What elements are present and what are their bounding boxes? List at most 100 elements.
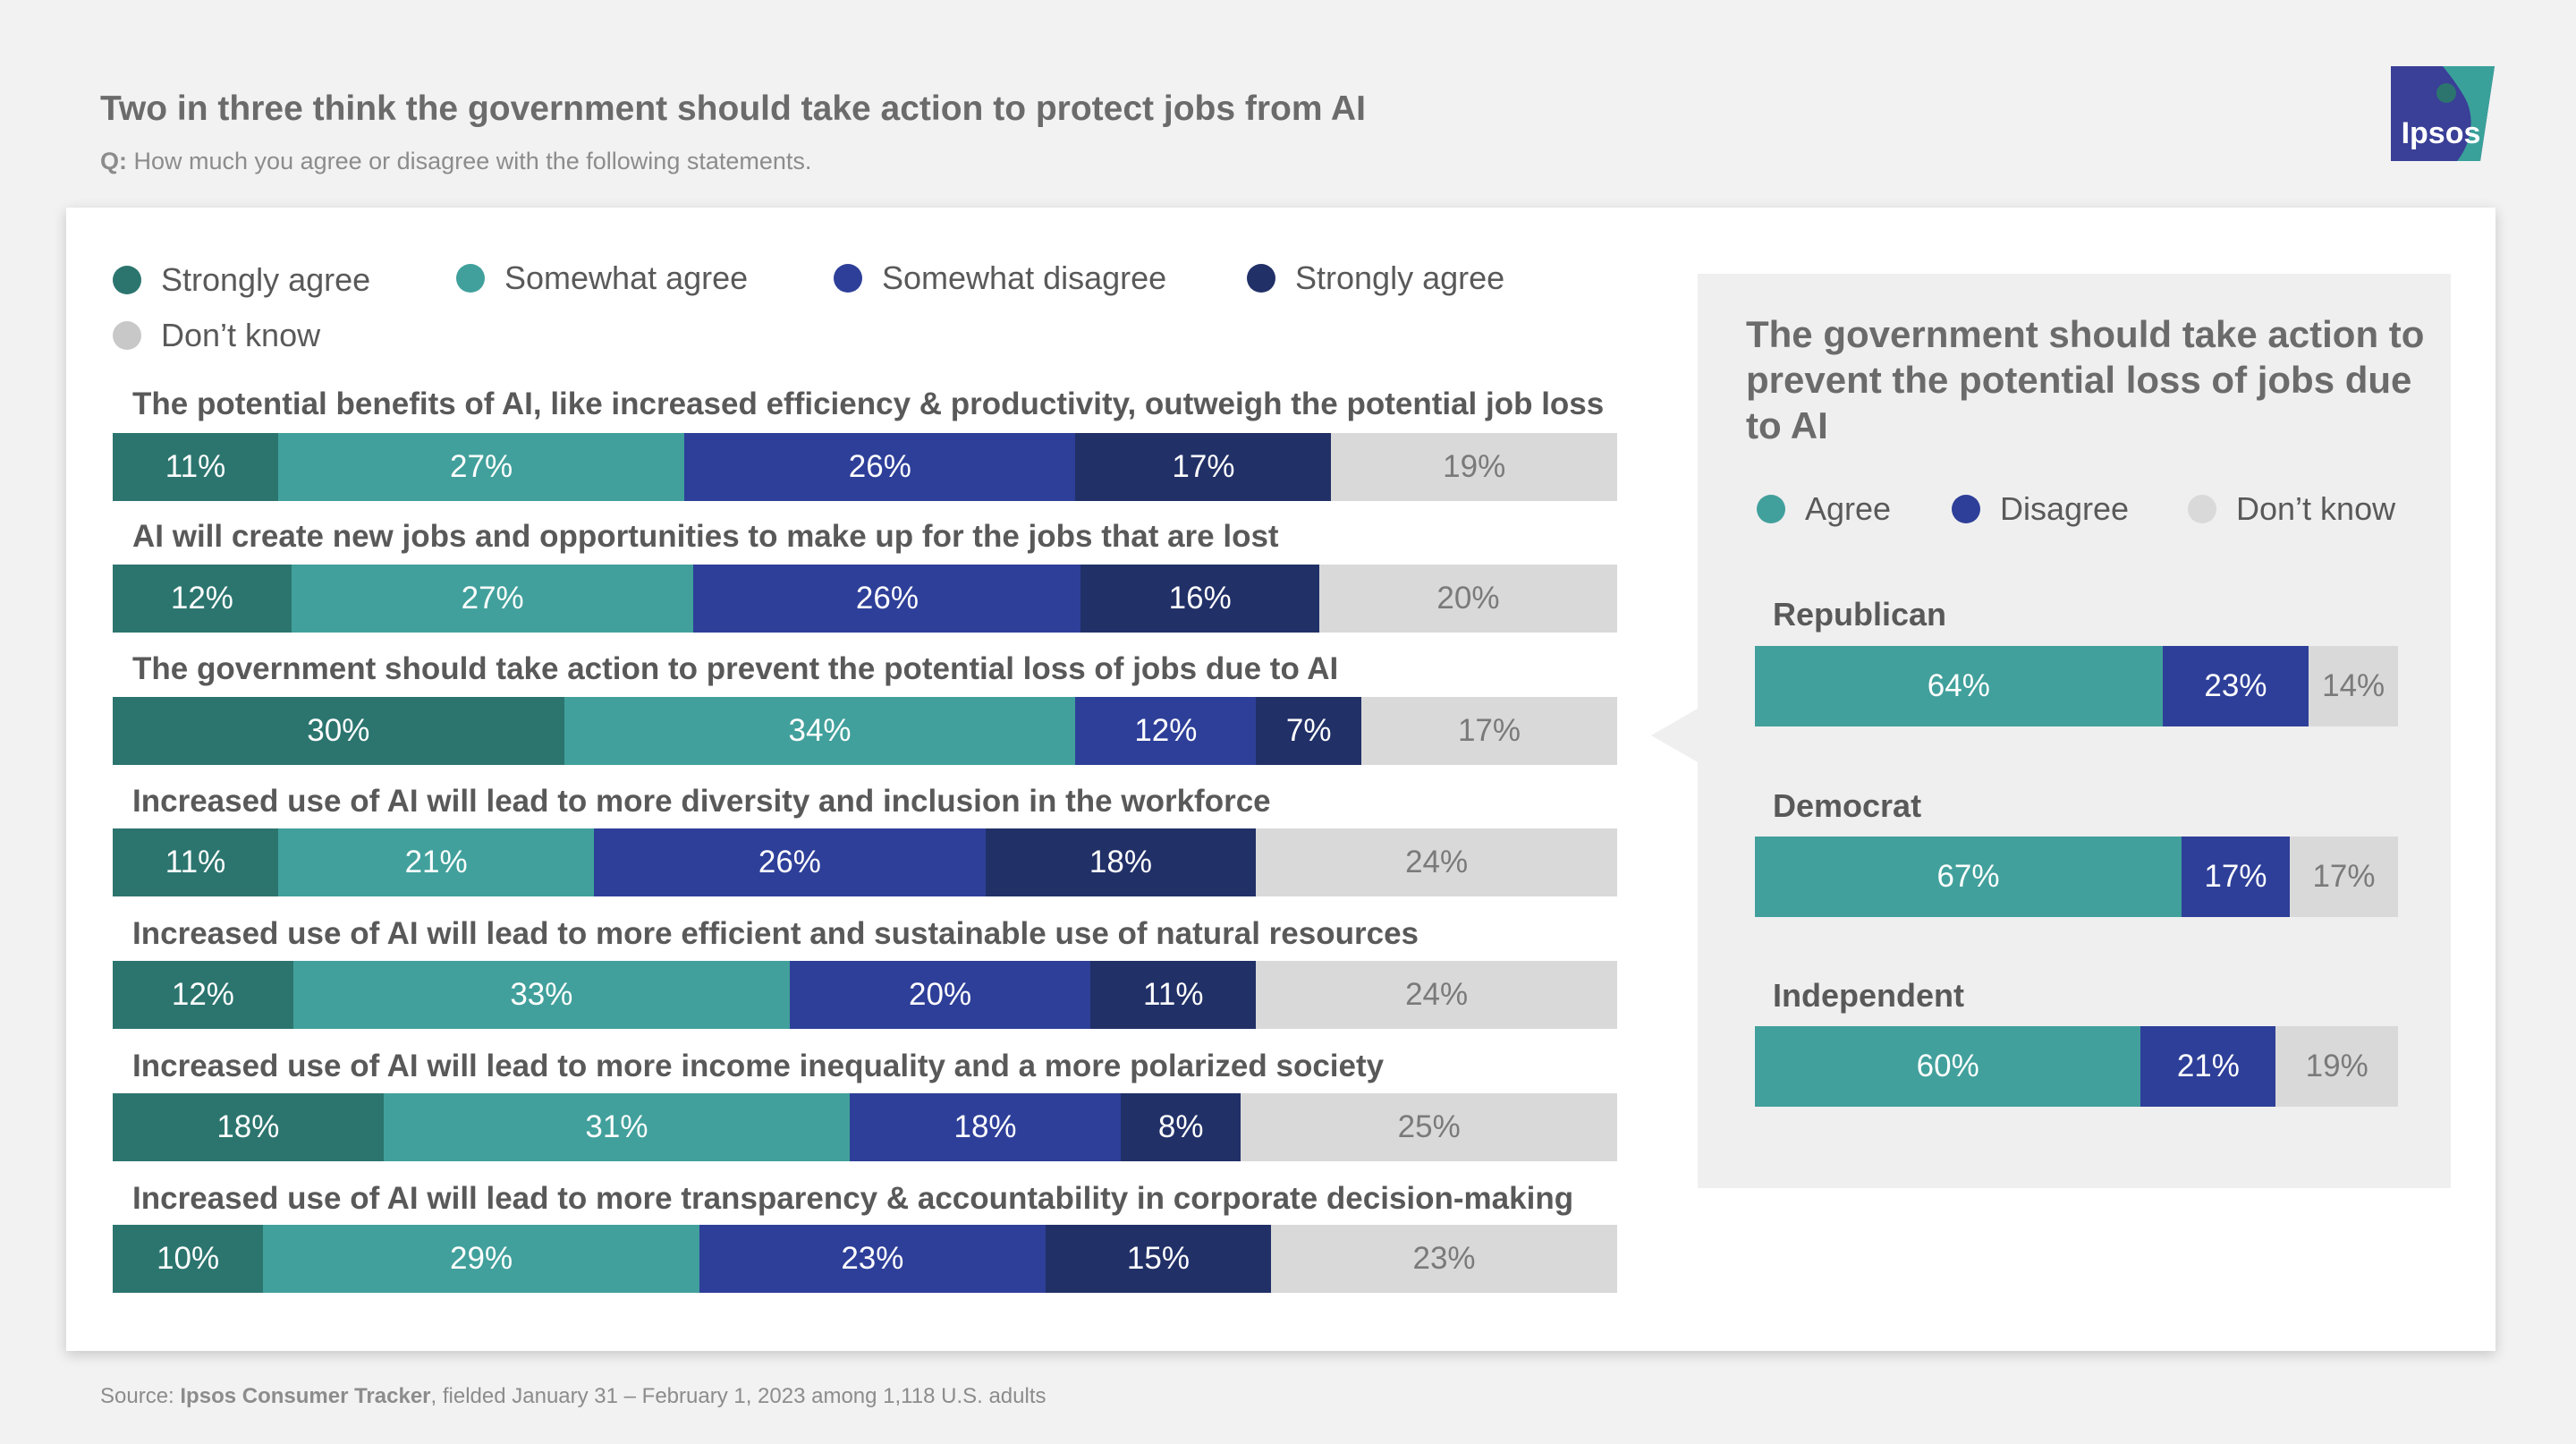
- bar-segment: 29%: [263, 1225, 699, 1293]
- legend-label: Agree: [1805, 490, 1892, 527]
- statement-label: The potential benefits of AI, like incre…: [132, 386, 1605, 421]
- bar-segment: 26%: [693, 565, 1081, 633]
- page-title: Two in three think the government should…: [100, 89, 1366, 128]
- question-subtitle: Q: How much you agree or disagree with t…: [100, 148, 811, 175]
- bar-segment: 18%: [113, 1093, 384, 1161]
- source-name: Ipsos Consumer Tracker: [180, 1384, 431, 1408]
- bar-segment: 17%: [1075, 433, 1332, 501]
- bar-segment: 10%: [113, 1225, 264, 1293]
- bar-segment: 12%: [113, 565, 292, 633]
- legend-item-disagree: Disagree: [1952, 490, 2129, 528]
- legend-label: Somewhat disagree: [882, 259, 1167, 296]
- legend-label: Strongly agree: [1295, 259, 1505, 296]
- bar-segment: 11%: [113, 433, 279, 501]
- legend-item-agree: Agree: [1757, 490, 1891, 528]
- logo-accent: [2443, 66, 2495, 161]
- bar-segment: 11%: [113, 828, 279, 896]
- legend-dot: [1757, 495, 1785, 523]
- legend-dot: [1247, 264, 1275, 293]
- bar-segment: 12%: [113, 961, 293, 1029]
- party-bar: 67% 17% 17%: [1755, 837, 2398, 917]
- source-details: , fielded January 31 – February 1, 2023 …: [430, 1384, 1046, 1408]
- legend-dot: [2188, 495, 2216, 523]
- statement-bar: 11% 21% 26% 18% 24%: [113, 828, 1617, 896]
- bar-segment: 60%: [1755, 1026, 2141, 1107]
- party-label: Republican: [1773, 596, 1947, 633]
- bar-segment: 26%: [594, 828, 986, 896]
- bar-segment: 27%: [291, 565, 694, 633]
- bar-segment: 19%: [2275, 1026, 2398, 1107]
- legend-dot: [113, 266, 141, 294]
- panel-pointer: [1651, 709, 1698, 762]
- legend-item-strongly-agree: Strongly agree: [113, 261, 370, 299]
- party-label: Democrat: [1773, 787, 1922, 824]
- bar-segment: 20%: [789, 961, 1091, 1029]
- bar-segment: 21%: [2140, 1026, 2276, 1107]
- legend-label: Somewhat agree: [504, 259, 749, 296]
- bar-segment: 30%: [113, 697, 564, 765]
- legend-dot: [113, 321, 141, 350]
- statement-label: Increased use of AI will lead to more tr…: [132, 1181, 1574, 1216]
- bar-segment: 23%: [699, 1225, 1046, 1293]
- bar-segment: 20%: [1318, 565, 1617, 633]
- source-note: Source: Ipsos Consumer Tracker, fielded …: [100, 1384, 1046, 1409]
- bar-segment: 33%: [292, 961, 790, 1029]
- legend-item-somewhat-disagree: Somewhat disagree: [834, 259, 1166, 297]
- bar-segment: 19%: [1331, 433, 1617, 501]
- bar-segment: 26%: [684, 433, 1076, 501]
- statement-bar: 10% 29% 23% 15% 23%: [113, 1225, 1617, 1293]
- bar-segment: 64%: [1755, 646, 2163, 726]
- statement-label: The government should take action to pre…: [132, 651, 1339, 686]
- legend-dot: [456, 264, 485, 293]
- bar-segment: 7%: [1256, 697, 1362, 765]
- legend-label: Don’t know: [161, 317, 321, 353]
- legend-label: Don’t know: [2236, 490, 2396, 527]
- ipsos-logo: Ipsos: [2391, 66, 2495, 161]
- bar-segment: 34%: [564, 697, 1076, 765]
- party-label: Independent: [1773, 977, 1964, 1014]
- bar-segment: 25%: [1241, 1093, 1617, 1161]
- legend-item-dont-know: Don’t know: [113, 317, 320, 354]
- bar-segment: 11%: [1090, 961, 1257, 1029]
- bar-segment: 12%: [1075, 697, 1257, 765]
- bar-segment: 8%: [1120, 1093, 1241, 1161]
- statement-label: AI will create new jobs and opportunitie…: [132, 519, 1279, 554]
- statement-bar: 30% 34% 12% 7% 17%: [113, 697, 1617, 765]
- bar-segment: 21%: [278, 828, 595, 896]
- question-text: How much you agree or disagree with the …: [133, 148, 812, 174]
- panel-title: The government should take action to pre…: [1746, 313, 2425, 446]
- logo-head-shape: [2436, 83, 2456, 103]
- source-prefix: Source:: [100, 1384, 181, 1408]
- bar-segment: 23%: [2162, 646, 2309, 726]
- bar-segment: 14%: [2309, 646, 2398, 726]
- statement-label: Increased use of AI will lead to more in…: [132, 1049, 1385, 1083]
- legend-dot: [1952, 495, 1980, 523]
- legend-label: Disagree: [2000, 490, 2130, 527]
- legend-item-somewhat-agree: Somewhat agree: [456, 259, 748, 297]
- bar-segment: 23%: [1271, 1225, 1617, 1293]
- logo-text: Ipsos: [2402, 116, 2481, 150]
- statement-bar: 12% 27% 26% 16% 20%: [113, 565, 1617, 633]
- party-bar: 64% 23% 14%: [1755, 646, 2398, 726]
- bar-segment: 17%: [2181, 837, 2290, 917]
- party-bar: 60% 21% 19%: [1755, 1026, 2398, 1107]
- legend-item-strongly-disagree: Strongly agree: [1247, 259, 1504, 297]
- statement-bar: 11% 27% 26% 17% 19%: [113, 433, 1617, 501]
- statement-bar: 12% 33% 20% 11% 24%: [113, 961, 1617, 1029]
- bar-segment: 24%: [1256, 961, 1617, 1029]
- bar-segment: 16%: [1080, 565, 1319, 633]
- bar-segment: 18%: [985, 828, 1257, 896]
- question-prefix: Q:: [100, 148, 127, 174]
- legend-item-dont-know: Don’t know: [2188, 490, 2395, 528]
- statement-label: Increased use of AI will lead to more ef…: [132, 916, 1419, 951]
- bar-segment: 18%: [850, 1093, 1121, 1161]
- statement-label: Increased use of AI will lead to more di…: [132, 784, 1271, 819]
- bar-segment: 31%: [383, 1093, 851, 1161]
- bar-segment: 24%: [1256, 828, 1617, 896]
- legend-dot: [834, 264, 862, 293]
- bar-segment: 67%: [1755, 837, 2182, 917]
- bar-segment: 17%: [1361, 697, 1617, 765]
- statement-bar: 18% 31% 18% 8% 25%: [113, 1093, 1617, 1161]
- bar-segment: 15%: [1045, 1225, 1272, 1293]
- bar-segment: 17%: [2289, 837, 2398, 917]
